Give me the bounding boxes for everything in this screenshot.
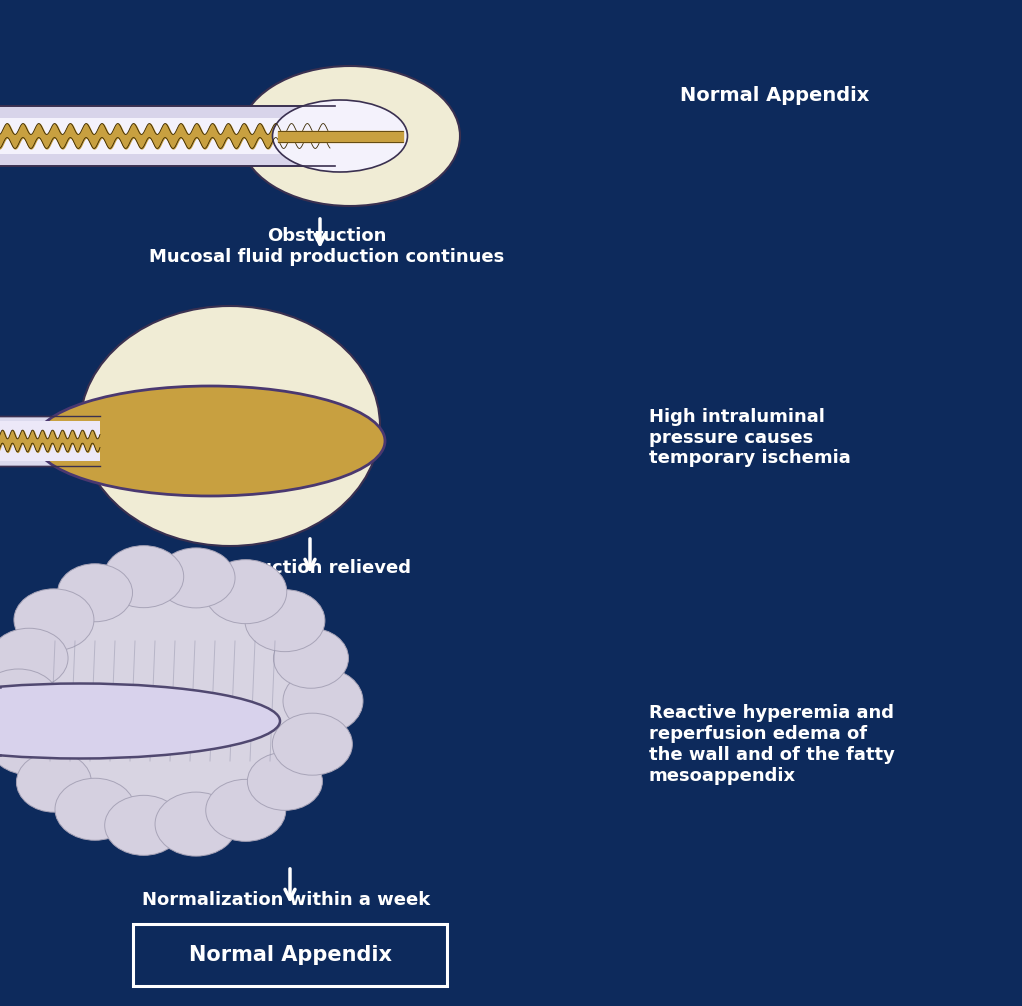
Ellipse shape — [273, 100, 408, 172]
Polygon shape — [0, 118, 335, 154]
Ellipse shape — [16, 752, 91, 812]
Ellipse shape — [204, 559, 287, 624]
Ellipse shape — [247, 752, 322, 811]
Ellipse shape — [20, 576, 320, 826]
Ellipse shape — [240, 66, 460, 206]
Ellipse shape — [14, 589, 94, 651]
Text: Normalization within a week: Normalization within a week — [142, 891, 430, 909]
Polygon shape — [0, 416, 100, 466]
Ellipse shape — [57, 563, 133, 622]
Ellipse shape — [157, 548, 235, 608]
Ellipse shape — [80, 306, 380, 546]
Ellipse shape — [55, 779, 135, 840]
Ellipse shape — [0, 669, 59, 733]
Ellipse shape — [104, 796, 183, 855]
Ellipse shape — [274, 629, 349, 688]
Polygon shape — [0, 421, 100, 461]
Ellipse shape — [283, 669, 363, 733]
Polygon shape — [0, 106, 335, 166]
Ellipse shape — [245, 590, 325, 652]
Ellipse shape — [155, 792, 237, 856]
Ellipse shape — [0, 713, 69, 775]
Text: Obstruction relieved: Obstruction relieved — [202, 559, 411, 577]
Ellipse shape — [0, 629, 68, 688]
Ellipse shape — [103, 545, 184, 608]
Ellipse shape — [205, 780, 286, 841]
Ellipse shape — [0, 683, 280, 759]
Text: High intraluminal
pressure causes
temporary ischemia: High intraluminal pressure causes tempor… — [649, 407, 850, 468]
Text: Reactive hyperemia and
reperfusion edema of
the wall and of the fatty
mesoappend: Reactive hyperemia and reperfusion edema… — [649, 704, 895, 785]
Text: Normal Appendix: Normal Appendix — [188, 945, 391, 965]
Ellipse shape — [35, 386, 385, 496]
Text: Obstruction
Mucosal fluid production continues: Obstruction Mucosal fluid production con… — [149, 227, 505, 266]
FancyBboxPatch shape — [133, 924, 447, 986]
Text: Normal Appendix: Normal Appendix — [680, 87, 869, 105]
Ellipse shape — [273, 713, 353, 776]
